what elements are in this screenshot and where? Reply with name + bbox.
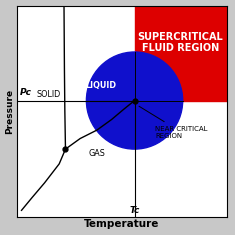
Y-axis label: Pressure: Pressure <box>6 89 15 134</box>
Text: NEAR CRITICAL
REGION: NEAR CRITICAL REGION <box>139 106 208 139</box>
Text: Tc: Tc <box>129 206 140 215</box>
Text: LIQUID: LIQUID <box>86 81 117 90</box>
Bar <box>135 6 227 101</box>
Text: SUPERCRITICAL
FLUID REGION: SUPERCRITICAL FLUID REGION <box>138 32 223 53</box>
Circle shape <box>86 52 183 149</box>
Text: SOLID: SOLID <box>37 90 61 99</box>
Text: Pc: Pc <box>20 88 31 97</box>
Text: GAS: GAS <box>88 149 105 158</box>
X-axis label: Temperature: Temperature <box>84 219 160 229</box>
